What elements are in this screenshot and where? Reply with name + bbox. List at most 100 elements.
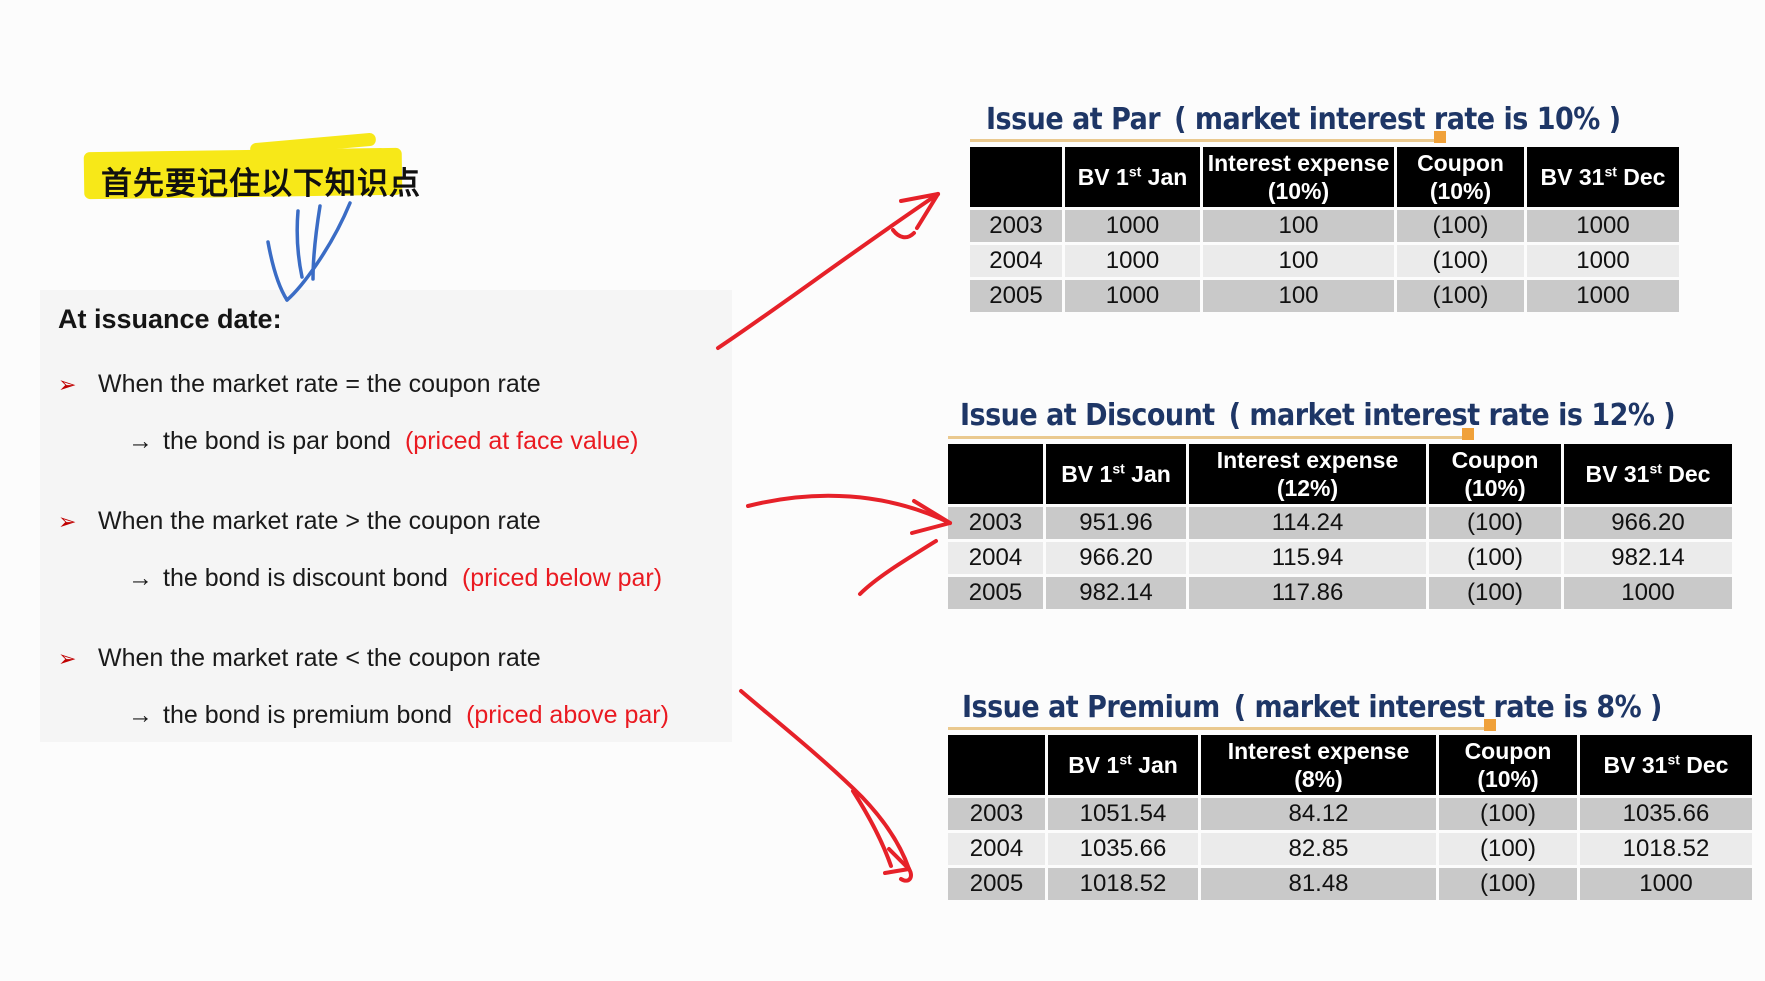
cell-bv-jan: 966.20 xyxy=(1046,542,1186,574)
table-row: 2005 1000 100 (100) 1000 xyxy=(970,280,1679,312)
par-table: BV 1st Jan Interest expense (10%) Coupon(… xyxy=(967,144,1682,315)
header-coupon: Coupon (10%) xyxy=(1439,735,1577,795)
red-arrowhead xyxy=(899,192,940,203)
discount-result-text: the bond is discount bond xyxy=(163,564,448,592)
cell-year: 2004 xyxy=(948,542,1043,574)
right-arrow-icon: → xyxy=(128,564,153,592)
left-text-panel xyxy=(40,290,732,742)
blue-stroke xyxy=(311,204,322,281)
cell-coupon: (100) xyxy=(1429,577,1561,609)
cell-interest: 115.94 xyxy=(1189,542,1426,574)
table-par-title-text: Issue at Par xyxy=(986,102,1161,137)
cell-bv-dec: 966.20 xyxy=(1564,507,1732,539)
cell-interest: 81.48 xyxy=(1201,868,1436,900)
cell-bv-dec: 1000 xyxy=(1527,210,1679,242)
table-par-title: Issue at Par ( market interest rate is 10… xyxy=(986,102,1621,137)
header-interest-expense: Interest expense (12%) xyxy=(1189,444,1426,504)
table-row: 2003 1000 100 (100) 1000 xyxy=(970,210,1679,242)
bullet-premium-condition: When the market rate < the coupon rate xyxy=(98,644,541,672)
header-bv-dec: BV 31st Dec xyxy=(1580,735,1752,795)
bullet-discount-condition: When the market rate > the coupon rate xyxy=(98,507,541,535)
header-coupon: Coupon (10%) xyxy=(1429,444,1561,504)
bullet-premium: ➢ When the market rate < the coupon rate xyxy=(58,644,541,674)
header-bv-dec: BV 31st Dec xyxy=(1527,147,1679,207)
table-row: 2003 1051.54 84.12 (100) 1035.66 xyxy=(948,798,1752,830)
table-row: 2005 982.14 117.86 (100) 1000 xyxy=(948,577,1732,609)
cell-interest: 114.24 xyxy=(1189,507,1426,539)
cell-bv-jan: 1018.52 xyxy=(1048,868,1198,900)
bullet-discount-result: → the bond is discount bond (priced below … xyxy=(128,564,662,593)
header-cell-empty xyxy=(970,147,1062,207)
bullet-discount: ➢ When the market rate > the coupon rate xyxy=(58,507,541,537)
cell-year: 2005 xyxy=(948,868,1045,900)
cell-interest: 84.12 xyxy=(1201,798,1436,830)
red-arrow-to-discount xyxy=(746,493,952,525)
cell-interest: 117.86 xyxy=(1189,577,1426,609)
cell-bv-jan: 1051.54 xyxy=(1048,798,1198,830)
cell-interest: 100 xyxy=(1203,245,1394,277)
cell-year: 2004 xyxy=(948,833,1045,865)
red-arrow-to-par xyxy=(716,192,940,350)
cell-year: 2004 xyxy=(970,245,1062,277)
cell-bv-dec: 1018.52 xyxy=(1580,833,1752,865)
cell-interest: 100 xyxy=(1203,210,1394,242)
discount-header-row: BV 1st Jan Interest expense (12%) Coupon(… xyxy=(948,444,1732,504)
title-underline xyxy=(970,139,1440,142)
cell-bv-jan: 982.14 xyxy=(1046,577,1186,609)
table-discount-title-text: Issue at Discount xyxy=(960,398,1215,433)
cell-bv-jan: 1000 xyxy=(1065,210,1200,242)
red-arrowhead xyxy=(915,192,940,230)
header-bv-jan: BV 1st Jan xyxy=(1048,735,1198,795)
par-result-red-note: (priced at face value) xyxy=(404,427,639,455)
header-cell-empty xyxy=(948,444,1043,504)
table-row: 2004 1000 100 (100) 1000 xyxy=(970,245,1679,277)
bullet-par-result: → the bond is par bond (priced at face val… xyxy=(128,427,638,456)
table-row: 2004 966.20 115.94 (100) 982.14 xyxy=(948,542,1732,574)
accent-square-icon xyxy=(1484,719,1496,731)
header-bv-jan: BV 1st Jan xyxy=(1065,147,1200,207)
par-header-row: BV 1st Jan Interest expense (10%) Coupon(… xyxy=(970,147,1679,207)
premium-header-row: BV 1st Jan Interest expense (8%) Coupon (1… xyxy=(948,735,1752,795)
table-premium-title: Issue at Premium ( market interest rate i… xyxy=(962,690,1662,725)
premium-result-red-note: (priced above par) xyxy=(466,701,669,729)
cell-coupon: (100) xyxy=(1429,507,1561,539)
right-arrow-icon: → xyxy=(128,427,153,455)
cell-coupon: (100) xyxy=(1439,868,1577,900)
discount-table: BV 1st Jan Interest expense (12%) Coupon(… xyxy=(945,441,1735,612)
blue-stroke xyxy=(285,201,352,302)
title-underline xyxy=(948,727,1492,730)
table-row: 2004 1035.66 82.85 (100) 1018.52 xyxy=(948,833,1752,865)
table-row: 2003 951.96 114.24 (100) 966.20 xyxy=(948,507,1732,539)
header-bv-dec: BV 31st Dec xyxy=(1564,444,1732,504)
header-interest-expense: Interest expense (8%) xyxy=(1201,735,1436,795)
issuance-heading: At issuance date: xyxy=(58,304,282,334)
cell-year: 2003 xyxy=(948,798,1045,830)
red-arrowhead-bullet-icon: ➢ xyxy=(58,646,77,671)
red-stroke xyxy=(858,539,938,596)
chinese-note: 首先要记住以下知识点 xyxy=(101,166,421,201)
header-coupon: Coupon (10%) xyxy=(1397,147,1524,207)
red-arrow-to-premium xyxy=(739,689,911,871)
cell-coupon: (100) xyxy=(1397,280,1524,312)
cell-coupon: (100) xyxy=(1397,245,1524,277)
red-arrowhead-bullet-icon: ➢ xyxy=(58,509,77,534)
red-tick xyxy=(891,228,916,240)
table-premium-title-text: Issue at Premium xyxy=(962,690,1220,725)
red-arrowhead-bullet-icon: ➢ xyxy=(58,372,77,397)
header-bv-jan: BV 1st Jan xyxy=(1046,444,1186,504)
header-interest-expense: Interest expense (10%) xyxy=(1203,147,1394,207)
cell-year: 2003 xyxy=(970,210,1062,242)
cell-bv-dec: 1000 xyxy=(1527,245,1679,277)
table-premium-subtitle: ( market interest rate is 8% ) xyxy=(1233,690,1663,725)
table-discount-title: Issue at Discount ( market interest rate … xyxy=(960,398,1676,433)
red-arrowhead xyxy=(887,847,911,871)
cell-bv-dec: 1000 xyxy=(1527,280,1679,312)
bullet-par: ➢ When the market rate = the coupon rate xyxy=(58,370,541,400)
right-arrow-icon: → xyxy=(128,701,153,729)
cell-coupon: (100) xyxy=(1439,798,1577,830)
cell-year: 2005 xyxy=(970,280,1062,312)
cell-coupon: (100) xyxy=(1397,210,1524,242)
premium-result-text: the bond is premium bond xyxy=(163,701,453,729)
cell-bv-dec: 1035.66 xyxy=(1580,798,1752,830)
